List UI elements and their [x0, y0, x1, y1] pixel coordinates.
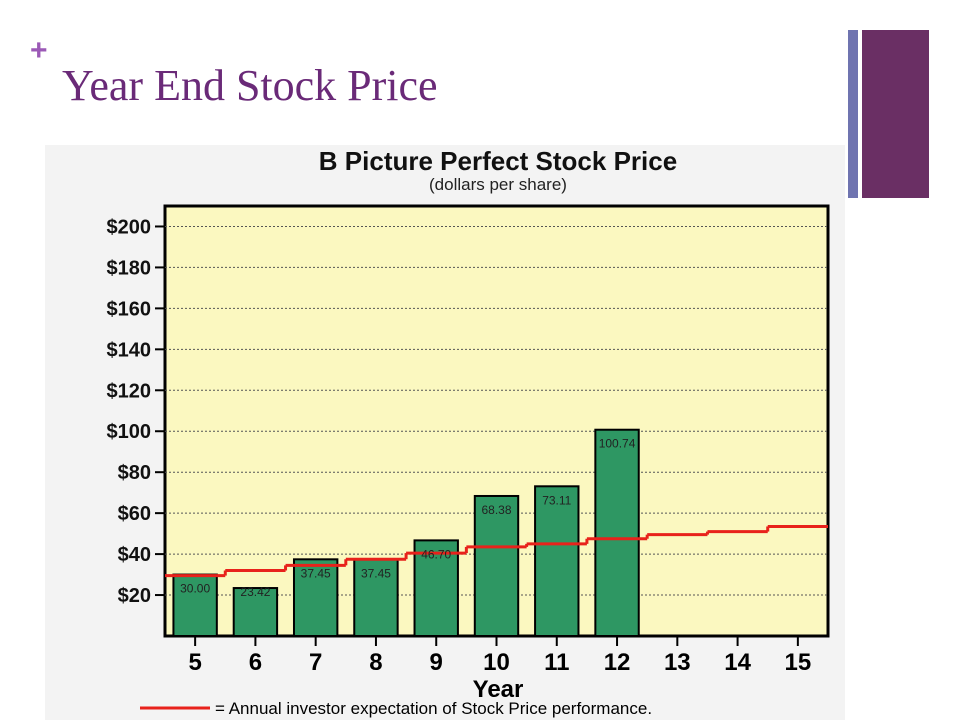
data-label: 37.45 [301, 566, 331, 580]
bar [292, 558, 339, 638]
y-tick-label: $120 [107, 380, 152, 402]
y-tick-label: $20 [118, 585, 151, 607]
chart-title: B Picture Perfect Stock Price [319, 146, 677, 176]
legend-text: = Annual investor expectation of Stock P… [215, 699, 652, 718]
accent-bar-thin [848, 30, 858, 198]
y-axis-ticks: $20 $40 $60 $80 $100 $120 $140 $160 $180 $200 [107, 216, 165, 607]
slide-title: Year End Stock Price [62, 61, 438, 110]
x-tick-label: 13 [664, 649, 691, 676]
bar [413, 539, 459, 637]
stock-price-chart: B Picture Perfect Stock Price (dollars p… [45, 145, 845, 720]
y-tick-label: $80 [118, 462, 151, 484]
data-label: 23.42 [240, 585, 270, 599]
x-tick-label: 5 [188, 649, 201, 676]
bar [172, 573, 218, 638]
bar [232, 587, 279, 638]
x-tick-label: 12 [604, 649, 631, 676]
x-axis-ticks: 5 6 7 8 9 10 11 12 13 14 15 [188, 636, 811, 676]
data-label: 68.38 [481, 503, 511, 517]
bars [172, 428, 640, 638]
expectation-line [165, 524, 828, 578]
data-labels: 30.00 23.42 37.45 37.45 46.70 68.38 73.11 100.7… [180, 437, 636, 599]
x-tick-label: 15 [785, 649, 812, 676]
plus-icon: + [30, 34, 48, 67]
data-label: 100.74 [599, 437, 636, 451]
y-tick-label: $60 [118, 503, 151, 525]
x-tick-label: 14 [724, 649, 751, 676]
chart-subtitle: (dollars per share) [429, 175, 567, 194]
data-label: 37.45 [361, 566, 391, 580]
x-tick-label: 10 [483, 649, 510, 676]
x-tick-label: 9 [430, 649, 443, 676]
bar [594, 428, 640, 638]
x-tick-label: 6 [249, 649, 262, 676]
bar [534, 485, 580, 638]
accent-bar-thick [862, 30, 929, 198]
bar [353, 558, 399, 638]
x-tick-label: 8 [369, 649, 382, 676]
y-tick-label: $180 [107, 257, 152, 279]
grid-lines [165, 225, 828, 596]
data-label: 46.70 [421, 547, 451, 561]
data-label: 73.11 [542, 493, 571, 507]
x-axis-label: Year [473, 676, 524, 703]
data-label: 30.00 [180, 582, 210, 596]
y-tick-label: $100 [107, 421, 152, 443]
x-tick-label: 7 [309, 649, 322, 676]
y-tick-label: $40 [118, 544, 151, 566]
y-tick-label: $140 [107, 339, 152, 361]
y-tick-label: $160 [107, 298, 152, 320]
x-tick-label: 11 [544, 649, 569, 676]
y-tick-label: $200 [107, 216, 152, 238]
bar [473, 494, 520, 637]
